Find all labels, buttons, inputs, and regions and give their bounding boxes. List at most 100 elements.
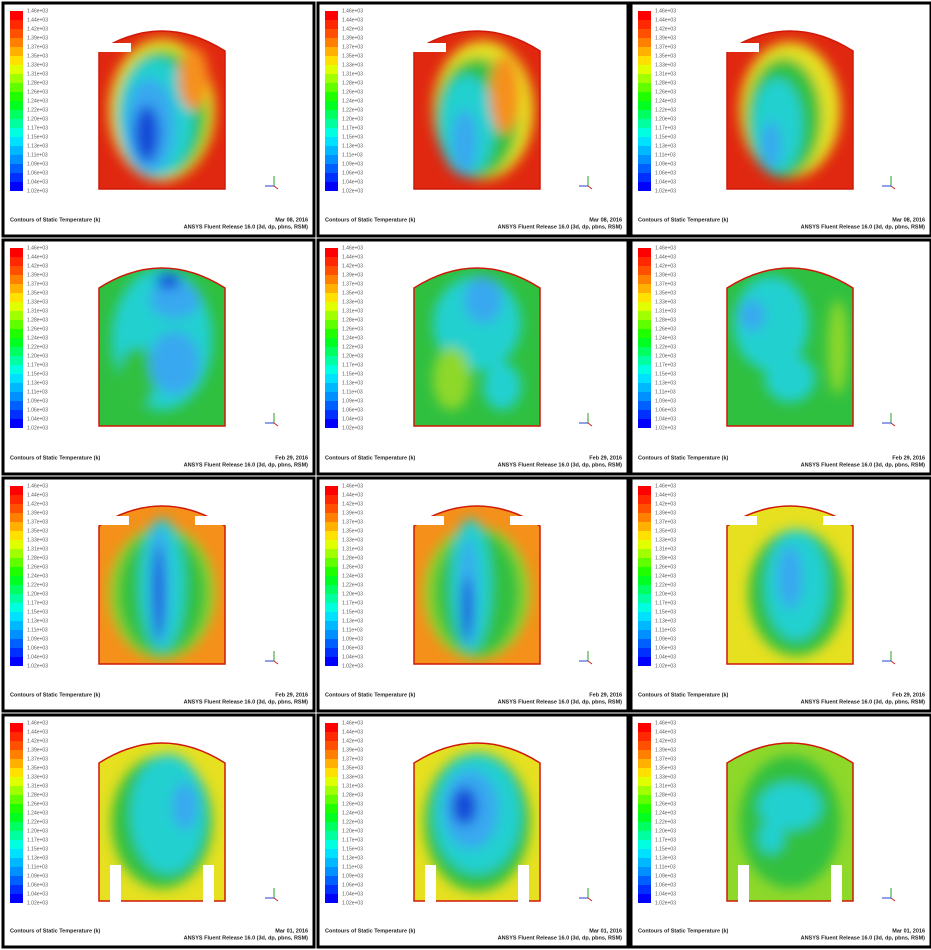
colorbar-swatch <box>638 576 651 585</box>
colorbar-swatch <box>10 831 23 840</box>
colorbar-swatch <box>638 567 651 576</box>
colorbar-label: 1.09e+03 <box>342 873 363 879</box>
colorbar-label: 1.46e+03 <box>342 245 363 251</box>
solid-block <box>412 516 444 525</box>
colorbar-swatch <box>638 876 651 885</box>
colorbar-swatch <box>638 383 651 392</box>
colorbar-swatch <box>638 83 651 92</box>
colorbar-label: 1.09e+03 <box>342 161 363 167</box>
colorbar-swatch <box>638 759 651 768</box>
colorbar-label: 1.24e+03 <box>655 335 676 341</box>
colorbar-label: 1.06e+03 <box>655 882 676 888</box>
colorbar-swatch <box>325 831 338 840</box>
colorbar-swatch <box>10 302 23 311</box>
colorbar-swatch <box>10 804 23 813</box>
colorbar-label: 1.39e+03 <box>342 747 363 753</box>
colorbar-label: 1.13e+03 <box>342 143 363 149</box>
colorbar-label: 1.02e+03 <box>27 663 48 669</box>
colorbar-swatch <box>10 329 23 338</box>
colorbar-label: 1.24e+03 <box>655 98 676 104</box>
solid-block <box>97 516 129 525</box>
colorbar-swatch <box>638 849 651 858</box>
release: ANSYS Fluent Release 16.0 (3d, dp, pbns,… <box>801 699 926 705</box>
colorbar-swatch <box>10 56 23 65</box>
colorbar-swatch <box>325 858 338 867</box>
colorbar-label: 1.02e+03 <box>655 188 676 194</box>
colorbar-swatch <box>638 750 651 759</box>
colorbar-label: 1.15e+03 <box>655 846 676 852</box>
colorbar-swatch <box>638 603 651 612</box>
colorbar-swatch <box>325 383 338 392</box>
colorbar-label: 1.42e+03 <box>342 501 363 507</box>
colorbar-label: 1.39e+03 <box>342 272 363 278</box>
colorbar-swatch <box>638 858 651 867</box>
colorbar-label: 1.11e+03 <box>27 627 48 633</box>
colorbar-label: 1.11e+03 <box>655 389 676 395</box>
colorbar-swatch <box>10 648 23 657</box>
colorbar-label: 1.33e+03 <box>27 62 48 68</box>
contour-panel: 1.46e+031.44e+031.42e+031.39e+031.37e+03… <box>318 715 628 947</box>
colorbar-label: 1.35e+03 <box>342 765 363 771</box>
colorbar-swatch <box>325 257 338 266</box>
colorbar-label: 1.20e+03 <box>655 353 676 359</box>
colorbar-swatch <box>638 173 651 182</box>
colorbar-swatch <box>325 47 338 56</box>
colorbar-label: 1.13e+03 <box>342 618 363 624</box>
colorbar-swatch <box>638 657 651 666</box>
field-blobs <box>112 268 213 410</box>
colorbar-swatch <box>325 813 338 822</box>
colorbar-swatch <box>10 558 23 567</box>
colorbar-label: 1.39e+03 <box>27 272 48 278</box>
solid-block <box>738 865 749 902</box>
colorbar-label: 1.39e+03 <box>342 510 363 516</box>
solid-block <box>195 516 227 525</box>
colorbar-swatch <box>10 110 23 119</box>
colorbar-label: 1.02e+03 <box>655 425 676 431</box>
colorbar-label: 1.35e+03 <box>342 528 363 534</box>
colorbar-swatch <box>325 374 338 383</box>
contour-panel: 1.46e+031.44e+031.42e+031.39e+031.37e+03… <box>3 478 314 711</box>
colorbar-swatch <box>325 128 338 137</box>
colorbar-label: 1.24e+03 <box>27 810 48 816</box>
colorbar-swatch <box>325 320 338 329</box>
colorbar-swatch <box>638 11 651 20</box>
colorbar-label: 1.20e+03 <box>27 353 48 359</box>
colorbar-swatch <box>638 831 651 840</box>
colorbar-swatch <box>10 257 23 266</box>
release: ANSYS Fluent Release 16.0 (3d, dp, pbns,… <box>184 224 309 230</box>
colorbar-label: 1.31e+03 <box>655 71 676 77</box>
contour-panel: 1.46e+031.44e+031.42e+031.39e+031.37e+03… <box>3 240 314 474</box>
colorbar-label: 1.44e+03 <box>342 492 363 498</box>
colorbar-label: 1.26e+03 <box>342 564 363 570</box>
colorbar-swatch <box>325 293 338 302</box>
colorbar-label: 1.31e+03 <box>27 546 48 552</box>
colorbar-swatch <box>10 374 23 383</box>
colorbar-label: 1.02e+03 <box>27 425 48 431</box>
colorbar-label: 1.46e+03 <box>655 483 676 489</box>
colorbar-label: 1.31e+03 <box>27 308 48 314</box>
colorbar-swatch <box>10 867 23 876</box>
field-blob <box>134 105 159 162</box>
colorbar-swatch <box>325 639 338 648</box>
contour-field <box>727 268 853 426</box>
colorbar-label: 1.39e+03 <box>655 35 676 41</box>
colorbar-label: 1.13e+03 <box>342 855 363 861</box>
colorbar-swatch <box>325 741 338 750</box>
field-blobs <box>740 42 841 178</box>
colorbar-swatch <box>325 419 338 428</box>
contour-field <box>99 31 225 189</box>
colorbar-swatch <box>638 768 651 777</box>
field-blob <box>765 355 815 402</box>
colorbar-label: 1.20e+03 <box>27 591 48 597</box>
colorbar-swatch <box>638 110 651 119</box>
colorbar-swatch <box>10 741 23 750</box>
colorbar-swatch <box>325 486 338 495</box>
contour-panel: 1.46e+031.44e+031.42e+031.39e+031.37e+03… <box>3 3 314 236</box>
colorbar-label: 1.26e+03 <box>342 801 363 807</box>
colorbar-label: 1.02e+03 <box>342 900 363 906</box>
colorbar-label: 1.02e+03 <box>342 663 363 669</box>
colorbar-label: 1.09e+03 <box>655 636 676 642</box>
release: ANSYS Fluent Release 16.0 (3d, dp, pbns,… <box>498 224 623 230</box>
colorbar-label: 1.37e+03 <box>27 756 48 762</box>
colorbar-swatch <box>638 540 651 549</box>
